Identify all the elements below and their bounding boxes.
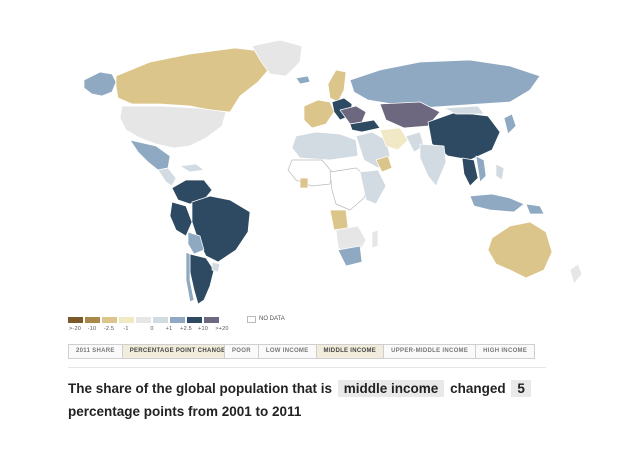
legend-tick: +2.5: [180, 326, 192, 332]
legend-swatch: [119, 317, 134, 323]
region-usa[interactable]: [119, 105, 227, 149]
map-legend: >-20 -10 -2.5 -1 0 +1 +2.5 +10 >+20 NO D…: [68, 316, 308, 335]
income-option-high-income[interactable]: HIGH INCOME: [476, 345, 535, 358]
legend-swatch: [170, 317, 185, 323]
region-mongolia[interactable]: [443, 105, 485, 115]
region-russia[interactable]: [349, 59, 541, 109]
region-greenland[interactable]: [251, 39, 303, 77]
region-caribbean[interactable]: [179, 163, 205, 173]
region-angola[interactable]: [329, 209, 349, 231]
view-toggle: 2011 SHARE PERCENTAGE POINT CHANGE: [68, 344, 234, 359]
legend-swatch: [102, 317, 117, 323]
headline-value: 5: [511, 380, 531, 397]
region-vietnam[interactable]: [475, 155, 487, 183]
region-colombia-venezuela[interactable]: [171, 179, 213, 205]
region-south-africa[interactable]: [337, 245, 363, 267]
income-toggle: POOR LOW INCOME MIDDLE INCOME UPPER-MIDD…: [224, 344, 536, 359]
region-philippines[interactable]: [495, 163, 505, 181]
region-argentina[interactable]: [189, 253, 215, 305]
legend-swatch: [68, 317, 83, 323]
legend-swatch: [136, 317, 151, 323]
view-option-2011-share[interactable]: 2011 SHARE: [69, 345, 123, 358]
legend-tick: +10: [198, 326, 208, 332]
region-west-africa[interactable]: [287, 159, 333, 187]
view-option-percentage-point-change[interactable]: PERCENTAGE POINT CHANGE: [122, 345, 233, 358]
divider: [68, 367, 546, 368]
no-data-swatch: [247, 316, 256, 323]
region-uruguay[interactable]: [211, 261, 221, 273]
legend-tick: +1: [165, 326, 173, 332]
legend-swatch: [187, 317, 202, 323]
headline-category[interactable]: middle income: [337, 380, 445, 397]
legend-swatch: [204, 317, 219, 323]
region-iceland[interactable]: [295, 75, 311, 85]
region-papua[interactable]: [525, 203, 545, 215]
region-chile[interactable]: [185, 251, 195, 303]
legend-tick: >-20: [69, 326, 81, 332]
region-india[interactable]: [419, 143, 447, 187]
region-bolivia[interactable]: [187, 231, 205, 255]
income-option-low-income[interactable]: LOW INCOME: [258, 345, 317, 358]
region-balkans[interactable]: [339, 105, 367, 125]
headline: The share of the global population that …: [68, 377, 588, 423]
legend-tick: -2.5: [103, 326, 115, 332]
region-australia[interactable]: [487, 221, 553, 279]
region-iran[interactable]: [379, 127, 409, 151]
legend-tick: -10: [87, 326, 97, 332]
headline-suffix: percentage points from 2001 to 2011: [68, 404, 302, 419]
region-peru[interactable]: [169, 201, 193, 237]
region-turkey[interactable]: [349, 119, 381, 133]
region-canada[interactable]: [115, 47, 271, 113]
legend-tick: -1: [123, 326, 129, 332]
region-east-africa[interactable]: [359, 169, 387, 205]
region-alaska[interactable]: [83, 71, 117, 97]
legend-swatch: [153, 317, 168, 323]
region-saudi[interactable]: [375, 155, 393, 173]
headline-prefix: The share of the global population that …: [68, 381, 333, 396]
region-central-africa[interactable]: [329, 167, 369, 211]
region-madagascar[interactable]: [371, 229, 379, 249]
region-central-asia[interactable]: [379, 101, 441, 129]
region-north-africa[interactable]: [291, 131, 359, 161]
income-option-upper-middle-income[interactable]: UPPER-MIDDLE INCOME: [384, 345, 477, 358]
region-japan[interactable]: [503, 113, 517, 135]
region-scandinavia[interactable]: [327, 69, 347, 103]
no-data-label: NO DATA: [259, 316, 285, 322]
region-central-america[interactable]: [157, 167, 177, 187]
income-option-middle-income[interactable]: MIDDLE INCOME: [316, 345, 385, 358]
region-brazil[interactable]: [191, 195, 251, 263]
headline-verb: changed: [450, 381, 506, 396]
legend-tick: >+20: [215, 326, 229, 332]
legend-swatch: [85, 317, 100, 323]
income-option-poor[interactable]: POOR: [225, 345, 259, 358]
world-map: [83, 39, 583, 305]
legend-tick: 0: [150, 326, 154, 332]
region-new-zealand[interactable]: [569, 263, 583, 285]
region-southeast-asia[interactable]: [461, 157, 479, 187]
region-western-europe[interactable]: [303, 99, 335, 129]
region-ghana[interactable]: [299, 177, 309, 189]
region-indonesia[interactable]: [469, 193, 525, 213]
